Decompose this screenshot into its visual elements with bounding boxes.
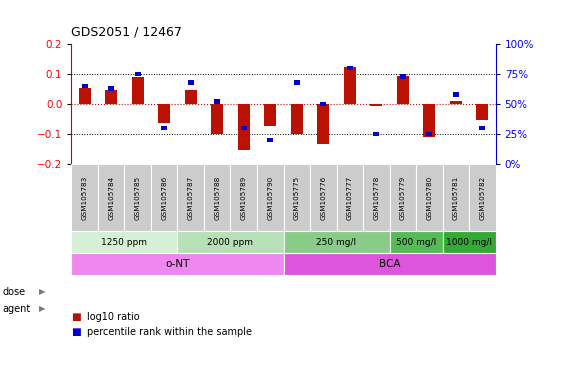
- Text: agent: agent: [3, 304, 31, 314]
- Bar: [363, 164, 389, 231]
- Text: GSM105782: GSM105782: [480, 175, 485, 220]
- Bar: [453, 92, 459, 97]
- Bar: [161, 126, 167, 130]
- Bar: [211, 104, 223, 134]
- Text: 500 mg/l: 500 mg/l: [396, 238, 436, 247]
- Text: GSM105780: GSM105780: [427, 175, 432, 220]
- Text: GSM105777: GSM105777: [347, 175, 353, 220]
- Bar: [214, 99, 220, 104]
- Text: 1000 mg/l: 1000 mg/l: [446, 238, 492, 247]
- Text: GSM105785: GSM105785: [135, 175, 140, 220]
- Text: 1250 ppm: 1250 ppm: [102, 238, 147, 247]
- Text: GSM105787: GSM105787: [188, 175, 194, 220]
- Text: log10 ratio: log10 ratio: [87, 312, 139, 322]
- Text: GDS2051 / 12467: GDS2051 / 12467: [71, 25, 182, 38]
- Bar: [158, 104, 170, 123]
- Bar: [105, 90, 117, 104]
- Text: GSM105788: GSM105788: [214, 175, 220, 220]
- Text: GSM105786: GSM105786: [161, 175, 167, 220]
- Bar: [71, 164, 98, 231]
- Bar: [284, 253, 496, 275]
- Bar: [450, 101, 462, 104]
- Bar: [257, 164, 283, 231]
- Text: GSM105783: GSM105783: [82, 175, 87, 220]
- Bar: [291, 104, 303, 134]
- Bar: [443, 231, 496, 253]
- Bar: [310, 164, 336, 231]
- Bar: [371, 104, 382, 106]
- Bar: [178, 164, 204, 231]
- Bar: [294, 80, 300, 85]
- Text: GSM105776: GSM105776: [320, 175, 326, 220]
- Bar: [320, 102, 326, 106]
- Text: GSM105784: GSM105784: [108, 175, 114, 220]
- Text: GSM105778: GSM105778: [373, 175, 379, 220]
- Bar: [389, 231, 443, 253]
- Bar: [416, 164, 443, 231]
- Text: o-NT: o-NT: [165, 259, 190, 269]
- Bar: [443, 164, 469, 231]
- Text: GSM105779: GSM105779: [400, 175, 406, 220]
- Bar: [267, 137, 273, 142]
- Bar: [238, 104, 250, 151]
- Bar: [284, 231, 389, 253]
- Text: GSM105781: GSM105781: [453, 175, 459, 220]
- Text: percentile rank within the sample: percentile rank within the sample: [87, 327, 252, 337]
- Bar: [82, 84, 87, 88]
- Text: dose: dose: [3, 287, 26, 297]
- Bar: [373, 132, 379, 136]
- Text: ▶: ▶: [39, 304, 45, 313]
- Bar: [397, 76, 409, 104]
- Text: GSM105790: GSM105790: [267, 175, 274, 220]
- Bar: [188, 80, 194, 85]
- Bar: [423, 104, 435, 137]
- Bar: [400, 74, 406, 79]
- Bar: [347, 66, 353, 71]
- Bar: [178, 231, 283, 253]
- Bar: [124, 164, 151, 231]
- Text: ■: ■: [71, 327, 81, 337]
- Text: BCA: BCA: [379, 259, 400, 269]
- Bar: [151, 164, 178, 231]
- Text: ▶: ▶: [39, 287, 45, 296]
- Bar: [264, 104, 276, 126]
- Bar: [135, 72, 140, 76]
- Bar: [344, 66, 356, 104]
- Bar: [469, 164, 496, 231]
- Bar: [185, 89, 196, 104]
- Bar: [480, 126, 485, 130]
- Bar: [317, 104, 329, 144]
- Bar: [79, 88, 91, 104]
- Text: 250 mg/l: 250 mg/l: [316, 238, 357, 247]
- Bar: [98, 164, 124, 231]
- Bar: [71, 253, 283, 275]
- Bar: [389, 164, 416, 231]
- Bar: [231, 164, 257, 231]
- Bar: [427, 132, 432, 136]
- Bar: [284, 164, 310, 231]
- Bar: [336, 164, 363, 231]
- Text: 2000 ppm: 2000 ppm: [207, 238, 254, 247]
- Bar: [71, 231, 178, 253]
- Bar: [108, 86, 114, 91]
- Bar: [476, 104, 488, 121]
- Bar: [241, 126, 247, 130]
- Text: GSM105775: GSM105775: [293, 175, 300, 220]
- Bar: [132, 77, 144, 104]
- Text: GSM105789: GSM105789: [241, 175, 247, 220]
- Text: ■: ■: [71, 312, 81, 322]
- Bar: [204, 164, 231, 231]
